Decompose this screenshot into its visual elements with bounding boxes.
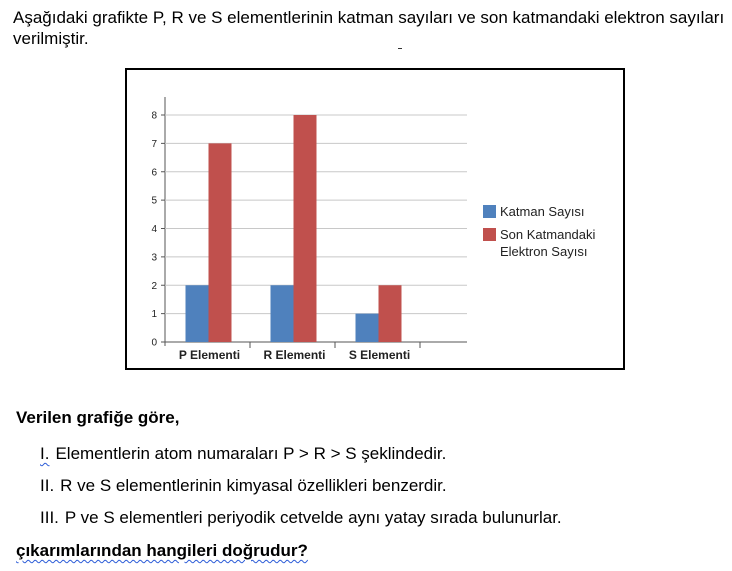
x-tick-label-2: R Elementi	[263, 348, 325, 362]
x-tick-label-3: S Elementi	[349, 348, 410, 362]
statement-1-text: Elementlerin atom numaraları P > R > S ş…	[55, 444, 447, 463]
stray-mark	[398, 48, 402, 49]
statement-2-text: R ve S elementlerinin kimyasal özellikle…	[60, 476, 447, 495]
y-tick-label-0: 0	[151, 338, 157, 349]
legend-label-2-line-1: Son Katmandaki	[500, 227, 596, 242]
x-tick-label-1: P Elementi	[179, 348, 240, 362]
statement-3-numeral: III.	[40, 508, 59, 527]
statement-1: I. Elementlerin atom numaraları P > R > S…	[40, 442, 562, 474]
bar-p-elementi-series-2	[208, 143, 232, 342]
chart-frame: 0 1 2 3 4 5 6 7 8 P Elementi R Elementi S Elementi K…	[125, 68, 625, 370]
statement-3-text: P ve S elementleri periyodik cetvelde ay…	[64, 508, 562, 527]
statement-2-numeral: II.	[40, 476, 55, 495]
y-tick-label-2: 2	[151, 281, 157, 292]
legend-label-2-line-2: Elektron Sayısı	[500, 244, 587, 259]
statement-2: II. R ve S elementlerinin kimyasal özelli…	[40, 474, 562, 506]
y-tick-label-1: 1	[151, 309, 157, 320]
statement-3: III. P ve S elementleri periyodik cetveld…	[40, 506, 562, 538]
bar-chart: 0 1 2 3 4 5 6 7 8 P Elementi R Elementi S Elementi K…	[151, 97, 596, 362]
question-lead: Verilen grafiğe göre,	[16, 408, 180, 427]
bar-s-elementi-series-1	[355, 313, 379, 342]
statement-list: I. Elementlerin atom numaraları P > R > S…	[40, 442, 562, 538]
legend-label-1-line-1: Katman Sayısı	[500, 204, 585, 219]
bar-s-elementi-series-2	[378, 285, 402, 342]
y-tick-label-3: 3	[151, 252, 157, 263]
legend-swatch-1	[483, 205, 496, 218]
statement-1-numeral: I.	[40, 444, 50, 463]
y-tick-label-8: 8	[151, 111, 157, 122]
bar-p-elementi-series-1	[185, 285, 209, 342]
bar-r-elementi-series-1	[270, 285, 294, 342]
question-closing: çıkarımlarından hangileri doğrudur?	[16, 541, 308, 560]
y-tick-label-4: 4	[151, 224, 157, 235]
y-tick-label-5: 5	[151, 196, 157, 207]
bar-r-elementi-series-2	[293, 115, 317, 342]
y-tick-label-6: 6	[151, 167, 157, 178]
question-intro: Aşağıdaki grafikte P, R ve S elementleri…	[13, 8, 725, 48]
legend-swatch-2	[483, 228, 496, 241]
y-tick-label-7: 7	[151, 139, 157, 150]
